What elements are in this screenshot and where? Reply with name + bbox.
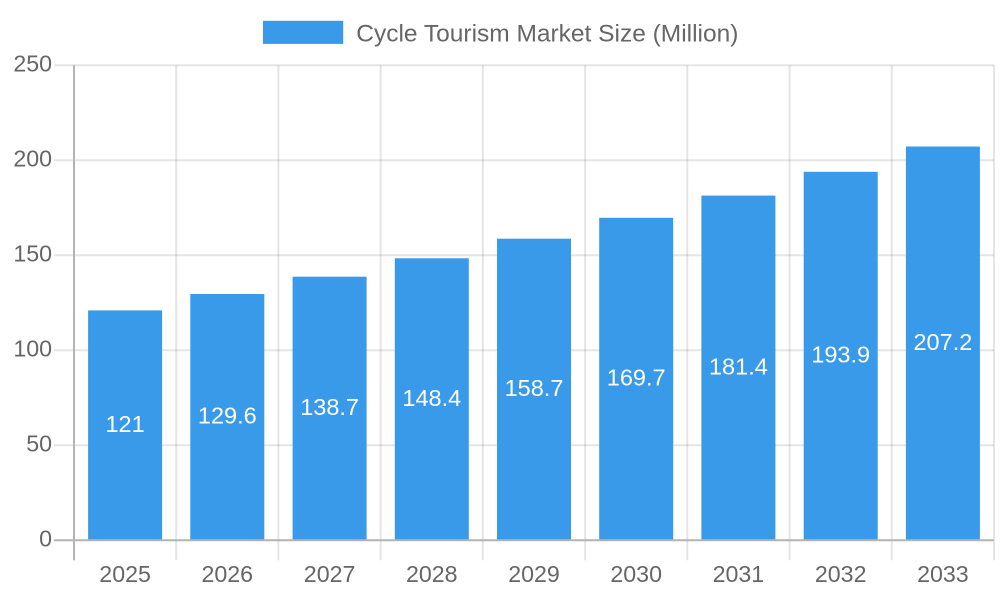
svg-text:250: 250 [13, 51, 52, 77]
svg-text:207.2: 207.2 [913, 329, 972, 355]
svg-text:138.7: 138.7 [300, 394, 359, 420]
svg-text:2032: 2032 [815, 561, 867, 587]
svg-text:50: 50 [26, 431, 52, 457]
svg-text:2026: 2026 [202, 561, 254, 587]
svg-text:Cycle Tourism Market Size (Mil: Cycle Tourism Market Size (Million) [356, 20, 738, 47]
svg-text:2029: 2029 [508, 561, 560, 587]
svg-text:100: 100 [13, 336, 52, 362]
svg-text:193.9: 193.9 [811, 342, 870, 368]
svg-text:200: 200 [13, 146, 52, 172]
svg-text:121: 121 [105, 411, 144, 437]
svg-text:129.6: 129.6 [198, 403, 257, 429]
svg-text:2030: 2030 [610, 561, 662, 587]
svg-text:158.7: 158.7 [505, 375, 564, 401]
svg-text:181.4: 181.4 [709, 353, 768, 379]
svg-text:150: 150 [13, 241, 52, 267]
svg-text:2025: 2025 [99, 561, 151, 587]
svg-text:169.7: 169.7 [607, 365, 666, 391]
svg-text:2027: 2027 [304, 561, 356, 587]
svg-text:148.4: 148.4 [402, 385, 461, 411]
svg-text:0: 0 [39, 526, 52, 552]
svg-text:2031: 2031 [713, 561, 765, 587]
svg-text:2028: 2028 [406, 561, 458, 587]
svg-text:2033: 2033 [917, 561, 969, 587]
